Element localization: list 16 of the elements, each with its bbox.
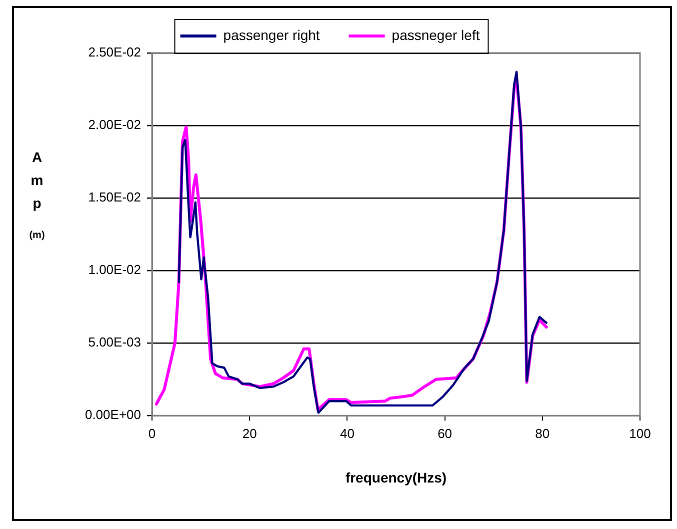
legend-label: passneger left bbox=[392, 26, 480, 43]
y-tick-label: 2.50E-02 bbox=[88, 44, 141, 60]
x-tick-label: 60 bbox=[438, 426, 452, 441]
legend-label: passenger right bbox=[223, 26, 320, 43]
x-tick-label: 80 bbox=[535, 426, 550, 441]
y-tick-label: 5.00E-03 bbox=[88, 334, 141, 350]
y-tick-label: 1.00E-02 bbox=[88, 262, 141, 278]
x-tick-label: 20 bbox=[242, 426, 257, 441]
x-tick-label: 100 bbox=[629, 426, 651, 441]
y-tick-label: 0.00E+00 bbox=[84, 407, 141, 422]
y-tick-label: 1.50E-02 bbox=[88, 190, 141, 205]
x-tick-label: 40 bbox=[340, 426, 354, 441]
text: Amp (m) bbox=[29, 148, 45, 241]
y-tick-label: 2.00E-02 bbox=[88, 117, 141, 132]
x-tick-label: 0 bbox=[148, 426, 156, 441]
x-axis-title: frequency(Hzs) bbox=[345, 469, 447, 486]
